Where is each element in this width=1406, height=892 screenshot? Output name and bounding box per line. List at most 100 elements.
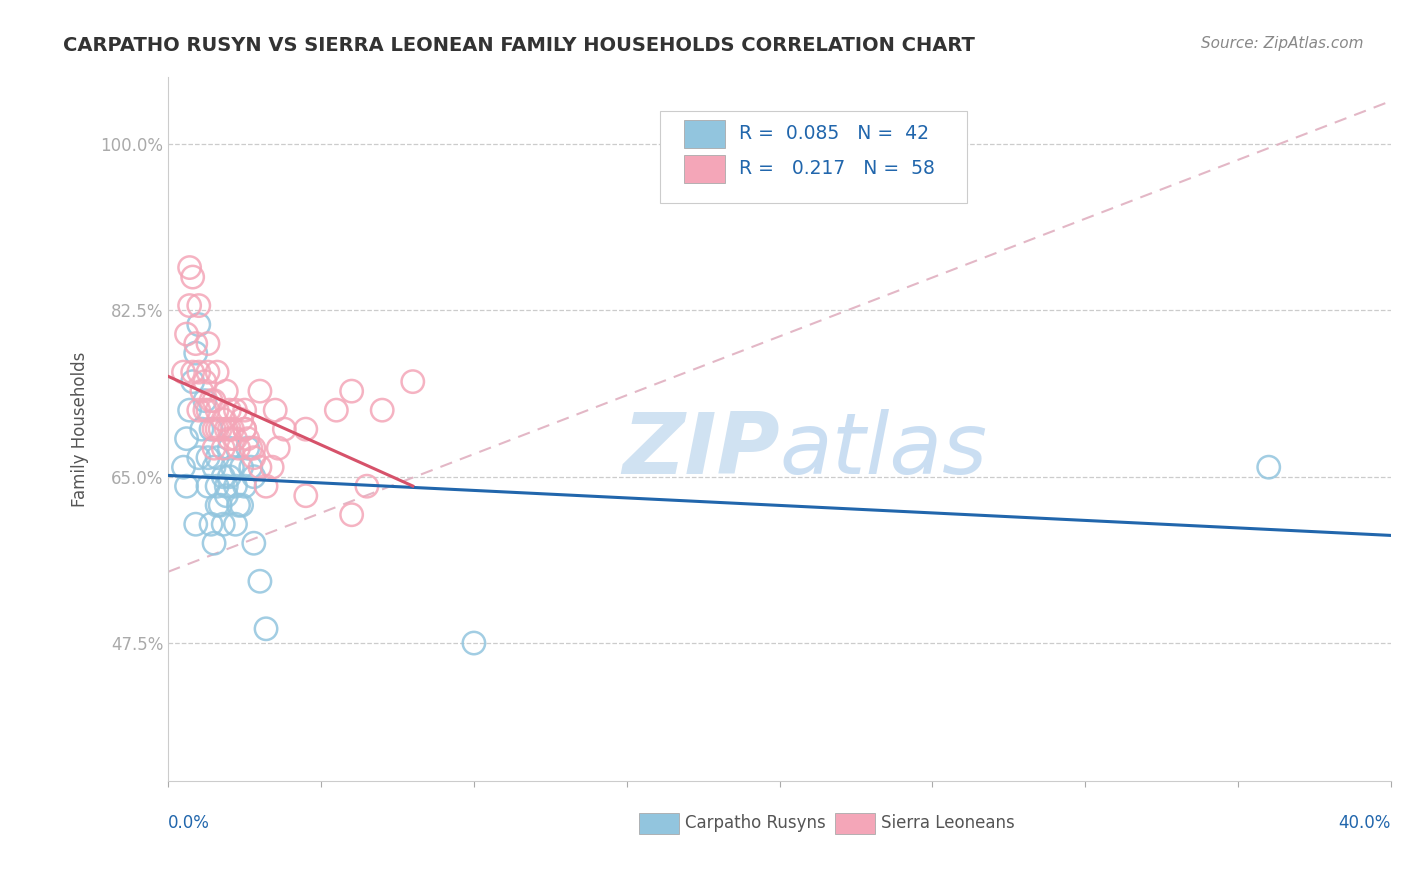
Point	[218, 432, 240, 446]
Point	[191, 384, 214, 398]
Point	[179, 403, 201, 417]
Point	[402, 375, 425, 389]
Point	[205, 498, 228, 512]
Point	[340, 384, 363, 398]
Point	[194, 375, 217, 389]
Point	[264, 403, 287, 417]
Point	[254, 479, 277, 493]
Text: 40.0%: 40.0%	[1339, 814, 1391, 832]
Point	[212, 517, 235, 532]
Point	[187, 450, 209, 465]
FancyBboxPatch shape	[685, 120, 724, 148]
Point	[221, 460, 243, 475]
Point	[218, 441, 240, 455]
Point	[215, 479, 238, 493]
Point	[325, 403, 347, 417]
Point	[179, 299, 201, 313]
Point	[212, 412, 235, 426]
Point	[249, 460, 271, 475]
FancyBboxPatch shape	[638, 813, 679, 834]
Text: Source: ZipAtlas.com: Source: ZipAtlas.com	[1201, 36, 1364, 51]
Point	[294, 422, 316, 436]
Point	[224, 432, 246, 446]
Text: CARPATHO RUSYN VS SIERRA LEONEAN FAMILY HOUSEHOLDS CORRELATION CHART: CARPATHO RUSYN VS SIERRA LEONEAN FAMILY …	[63, 36, 976, 54]
Point	[221, 422, 243, 436]
Point	[262, 460, 284, 475]
Text: atlas: atlas	[779, 409, 987, 491]
Point	[294, 489, 316, 503]
Point	[371, 403, 394, 417]
Point	[356, 479, 378, 493]
Point	[233, 403, 256, 417]
Point	[200, 517, 222, 532]
Point	[1257, 460, 1279, 475]
Point	[205, 450, 228, 465]
Point	[205, 365, 228, 379]
Point	[173, 365, 195, 379]
Point	[243, 450, 266, 465]
Point	[224, 517, 246, 532]
Point	[202, 422, 225, 436]
Point	[236, 441, 259, 455]
Point	[224, 479, 246, 493]
Point	[187, 403, 209, 417]
Point	[215, 422, 238, 436]
Point	[194, 403, 217, 417]
Point	[197, 450, 219, 465]
Point	[273, 422, 295, 436]
Point	[243, 536, 266, 550]
Point	[249, 384, 271, 398]
Point	[233, 479, 256, 493]
Point	[463, 636, 485, 650]
Point	[209, 498, 232, 512]
Point	[200, 393, 222, 408]
Point	[212, 441, 235, 455]
Point	[243, 441, 266, 455]
Point	[231, 460, 253, 475]
Point	[228, 498, 250, 512]
Point	[233, 422, 256, 436]
Point	[340, 508, 363, 522]
Point	[187, 299, 209, 313]
FancyBboxPatch shape	[685, 155, 724, 183]
Point	[239, 460, 262, 475]
Point	[202, 441, 225, 455]
Point	[197, 403, 219, 417]
Point	[218, 469, 240, 483]
Point	[218, 422, 240, 436]
Text: Sierra Leoneans: Sierra Leoneans	[882, 814, 1015, 832]
Point	[212, 469, 235, 483]
Point	[228, 441, 250, 455]
Point	[224, 403, 246, 417]
Point	[205, 479, 228, 493]
Point	[231, 412, 253, 426]
Point	[249, 574, 271, 589]
Point	[173, 460, 195, 475]
Text: R =  0.085   N =  42: R = 0.085 N = 42	[740, 124, 929, 144]
Point	[176, 327, 198, 342]
Point	[239, 441, 262, 455]
Point	[184, 517, 207, 532]
Point	[197, 479, 219, 493]
Point	[215, 384, 238, 398]
Point	[181, 375, 204, 389]
Point	[197, 336, 219, 351]
Point	[191, 422, 214, 436]
Point	[181, 365, 204, 379]
Point	[215, 489, 238, 503]
Point	[202, 536, 225, 550]
Point	[194, 393, 217, 408]
Point	[200, 422, 222, 436]
Point	[218, 403, 240, 417]
Point	[231, 498, 253, 512]
Point	[184, 346, 207, 360]
Point	[176, 432, 198, 446]
FancyBboxPatch shape	[659, 111, 967, 202]
Point	[202, 460, 225, 475]
Point	[243, 469, 266, 483]
Point	[187, 318, 209, 332]
Point	[181, 270, 204, 285]
Point	[197, 365, 219, 379]
Point	[202, 393, 225, 408]
FancyBboxPatch shape	[835, 813, 875, 834]
